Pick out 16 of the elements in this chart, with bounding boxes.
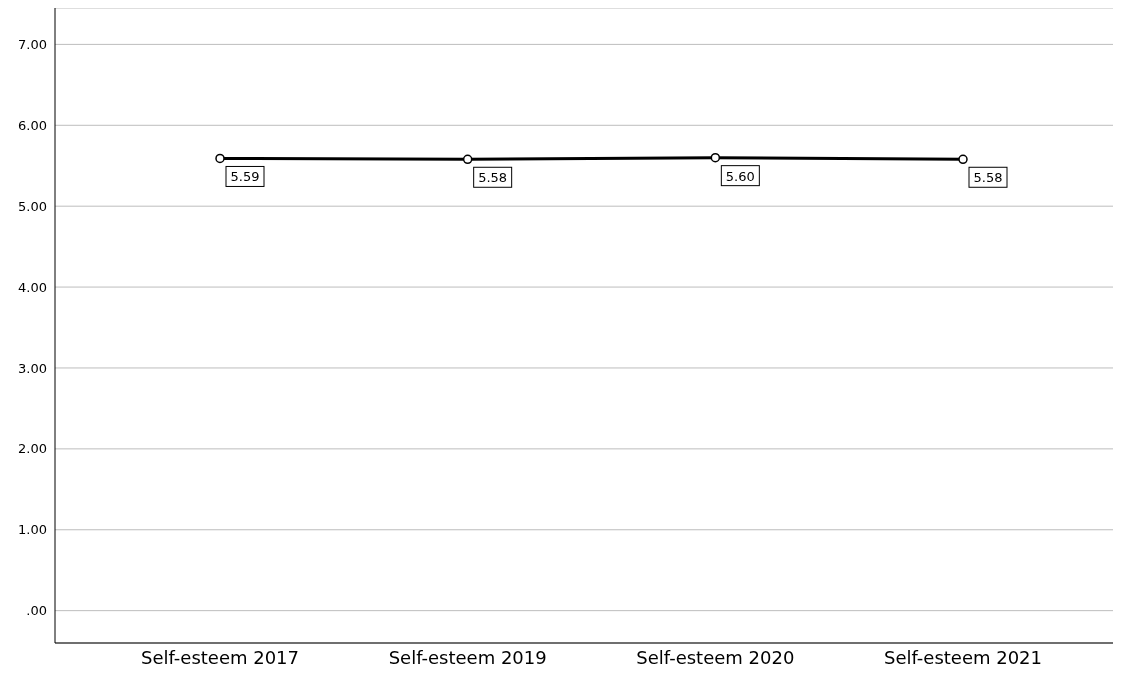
y-tick-label: 7.00	[18, 37, 47, 53]
y-tick-label: 3.00	[18, 360, 47, 376]
y-tick-label: 1.00	[18, 522, 47, 538]
x-tick-label: Self-esteem 2021	[883, 646, 1043, 668]
y-tick-label: 4.00	[18, 279, 47, 295]
data-label: 5.58	[973, 170, 1003, 186]
data-label: 5.59	[230, 169, 260, 185]
y-tick-label: .00	[26, 603, 47, 619]
data-label: 5.58	[478, 170, 508, 186]
x-tick-label: Self-esteem 2019	[388, 646, 547, 668]
y-tick-label: 2.00	[18, 441, 47, 457]
x-tick-label: Self-esteem 2020	[636, 646, 795, 668]
y-tick-label: 6.00	[18, 117, 47, 133]
x-tick-label: Self-esteem 2017	[140, 646, 300, 668]
y-tick-label: 5.00	[18, 198, 47, 214]
data-label: 5.60	[725, 168, 755, 184]
